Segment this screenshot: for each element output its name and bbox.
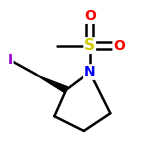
Text: N: N <box>84 65 96 79</box>
Text: O: O <box>84 9 96 23</box>
Polygon shape <box>37 75 68 93</box>
Text: S: S <box>84 38 95 53</box>
Text: I: I <box>8 53 13 67</box>
Text: O: O <box>113 39 125 52</box>
